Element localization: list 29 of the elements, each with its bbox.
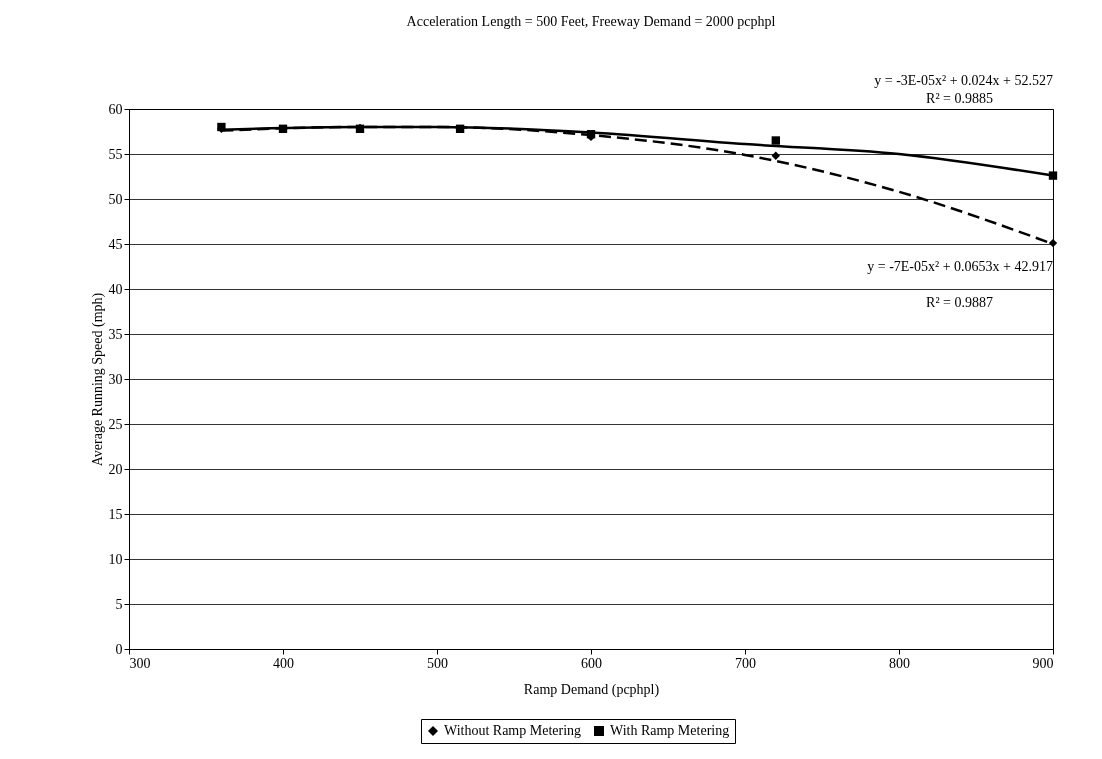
y-tick-label: 50 [108, 191, 123, 207]
x-tick-label: 800 [889, 655, 910, 671]
y-tick-label: 30 [108, 371, 123, 387]
text: R² = 0.9885 [926, 91, 993, 106]
x-tick-label: 300 [129, 655, 151, 671]
text: y = -3E-05x² + 0.024x + 52.527 [874, 73, 1053, 88]
y-tick-label: 5 [115, 596, 123, 612]
x-axis-title: Ramp Demand (pcphpl) [523, 681, 660, 698]
legend-label: Without Ramp Metering [444, 723, 582, 738]
annotation: y = -7E-05x² + 0.0653x + 42.917 [867, 259, 1053, 274]
legend-label: With Ramp Metering [610, 723, 730, 738]
x-tick-label: 500 [427, 655, 448, 671]
y-tick-label: 25 [108, 416, 123, 432]
chart-title: Acceleration Length = 500 Feet, Freeway Demand = 2000 pcphpl [406, 14, 776, 29]
x-tick-label: 400 [273, 655, 294, 671]
y-tick-label: 0 [115, 641, 123, 657]
x-tick-label: 900 [1032, 655, 1054, 671]
y-tick-label: 35 [108, 326, 123, 342]
y-tick-label: 55 [108, 146, 123, 162]
y-tick-label: 60 [108, 101, 123, 117]
y-tick-label: 15 [108, 506, 123, 522]
y-axis-title: Average Running Speed (mph) [89, 292, 106, 467]
y-tick-label: 10 [108, 551, 123, 567]
annotation: R² = 0.9887 [926, 295, 993, 310]
x-tick-label: 700 [735, 655, 756, 671]
y-tick-label: 20 [108, 461, 123, 477]
y-tick-label: 45 [108, 236, 123, 252]
x-tick-label: 600 [581, 655, 602, 671]
y-tick-label: 40 [108, 281, 123, 297]
